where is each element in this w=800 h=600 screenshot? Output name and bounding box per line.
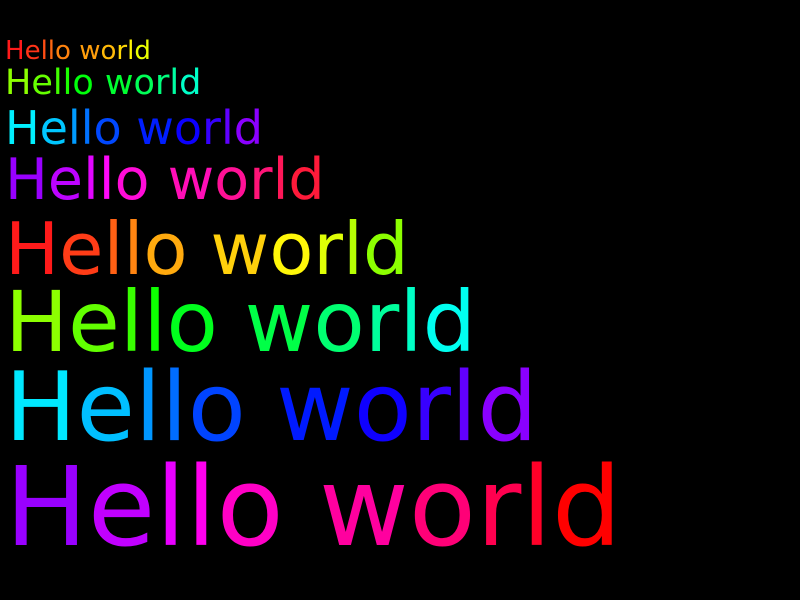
letter: o <box>313 273 365 371</box>
space-char <box>284 443 319 571</box>
letter: r <box>116 36 128 66</box>
hello-world-line: Hello world <box>5 105 263 151</box>
letter: r <box>476 443 522 571</box>
letter: l <box>119 273 144 371</box>
letter: e <box>68 273 120 371</box>
letter: l <box>80 101 94 155</box>
space-char <box>94 63 105 103</box>
letter: w <box>276 353 354 463</box>
letter: w <box>167 147 215 213</box>
letter: H <box>5 207 60 291</box>
letter: w <box>104 63 134 103</box>
letter: H <box>5 273 69 371</box>
letter: l <box>169 63 180 103</box>
letter: l <box>450 353 478 463</box>
letter: l <box>272 147 289 213</box>
hello-world-line: Hello world <box>5 38 151 64</box>
hello-world-line: Hello world <box>5 361 538 456</box>
letter: e <box>87 443 156 571</box>
letter: r <box>202 101 221 155</box>
hello-world-line: Hello world <box>5 280 476 364</box>
letter: o <box>143 207 188 291</box>
letter: o <box>187 353 246 463</box>
letter: o <box>408 443 477 571</box>
letter: e <box>31 63 53 103</box>
letter: d <box>233 101 263 155</box>
letter: e <box>59 207 104 291</box>
letter: o <box>173 101 203 155</box>
letter: d <box>422 273 476 371</box>
letter: o <box>166 273 218 371</box>
letter: l <box>161 353 188 463</box>
letter: e <box>76 353 135 463</box>
letter: l <box>47 36 56 66</box>
letter: r <box>411 353 451 463</box>
letter: l <box>521 443 552 571</box>
letter: e <box>24 36 41 66</box>
letter: l <box>342 207 363 291</box>
letter: l <box>40 36 48 66</box>
letter: d <box>288 147 325 213</box>
letter: o <box>269 207 314 291</box>
letter: d <box>363 207 409 291</box>
letter: o <box>55 36 71 66</box>
letter: w <box>210 207 270 291</box>
letter: l <box>62 63 73 103</box>
letter: l <box>134 353 162 463</box>
letter: H <box>5 101 40 155</box>
letter: l <box>155 443 186 571</box>
letter: d <box>179 63 202 103</box>
letter: r <box>249 147 273 213</box>
letter: o <box>114 147 150 213</box>
letter: w <box>136 101 174 155</box>
letter: H <box>5 443 88 571</box>
letter: H <box>5 63 32 103</box>
letter: r <box>154 63 170 103</box>
letter: w <box>244 273 314 371</box>
letter: H <box>5 36 25 66</box>
letter: l <box>52 63 63 103</box>
letter: o <box>216 443 284 571</box>
letter: o <box>100 36 117 66</box>
letter: l <box>103 207 124 291</box>
letter: H <box>5 147 48 213</box>
hello-world-line: Hello world <box>5 152 325 209</box>
space-char <box>71 36 79 66</box>
letter: l <box>185 443 217 571</box>
letter: l <box>123 207 144 291</box>
hello-world-line: Hello world <box>5 452 622 562</box>
letter: w <box>318 443 409 571</box>
letter: l <box>220 101 234 155</box>
letter: o <box>353 353 412 463</box>
letter: e <box>47 147 83 213</box>
letter: l <box>67 101 81 155</box>
letter: d <box>551 443 622 571</box>
letter: o <box>133 63 155 103</box>
letter: w <box>79 36 101 66</box>
letter: l <box>98 147 115 213</box>
letter: l <box>127 36 135 66</box>
hello-world-line: Hello world <box>5 66 201 101</box>
letter: H <box>5 353 77 463</box>
space-char <box>150 147 168 213</box>
letter: d <box>134 36 151 66</box>
letter: o <box>214 147 250 213</box>
letter: o <box>72 63 94 103</box>
hello-world-line: Hello world <box>5 213 409 285</box>
letter: r <box>364 273 400 371</box>
letter: l <box>143 273 167 371</box>
letter: l <box>82 147 99 213</box>
letter: o <box>93 101 122 155</box>
letter: d <box>477 353 538 463</box>
letter: l <box>399 273 423 371</box>
letter: e <box>39 101 68 155</box>
letter: r <box>313 207 343 291</box>
